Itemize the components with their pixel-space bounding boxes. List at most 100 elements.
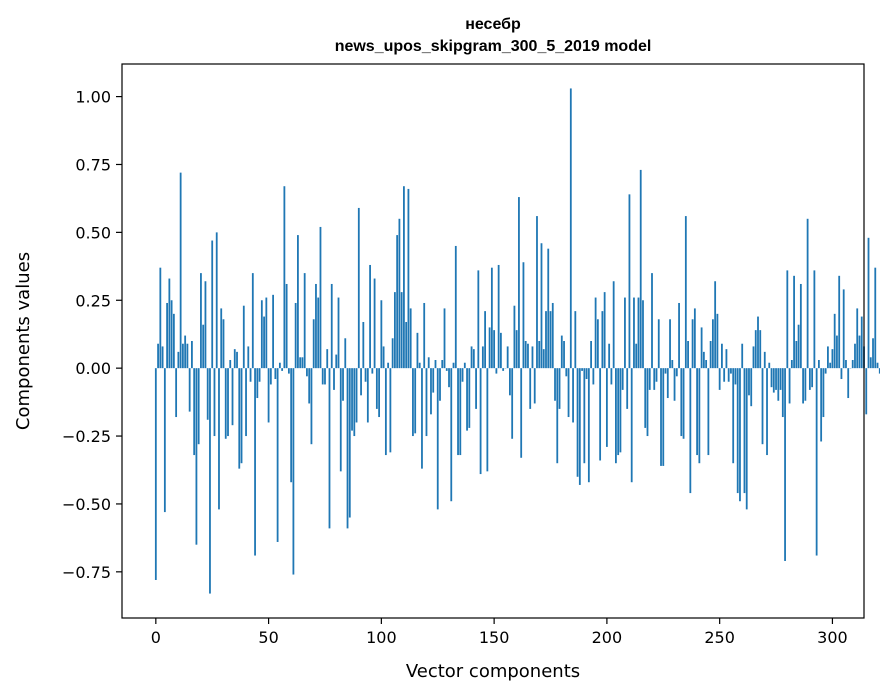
bar-68 <box>308 368 311 404</box>
bar-241 <box>698 368 701 464</box>
bar-39 <box>242 305 245 369</box>
y-tick-label: 0.75 <box>75 155 111 174</box>
bar-193 <box>590 341 592 369</box>
bar-125 <box>436 368 439 510</box>
bar-132 <box>452 362 455 369</box>
bar-221 <box>653 368 656 390</box>
bar-229 <box>671 360 674 369</box>
x-axis: 0 50 100 150 200 250 300 <box>151 618 848 647</box>
bar-104 <box>389 368 392 453</box>
bar-268 <box>759 330 762 369</box>
bar-73 <box>319 226 322 369</box>
bar-54 <box>276 368 279 542</box>
bar-283 <box>793 275 795 369</box>
bar-168 <box>533 368 536 404</box>
bar-162 <box>520 368 523 458</box>
bar-212 <box>633 297 635 369</box>
bar-303 <box>838 275 841 369</box>
bar-43 <box>251 273 254 369</box>
bar-79 <box>333 368 335 390</box>
bar-64 <box>299 357 302 369</box>
bar-101 <box>382 346 385 369</box>
bar-47 <box>260 300 263 369</box>
bar-82 <box>339 368 342 472</box>
bar-88 <box>353 368 356 437</box>
bar-106 <box>393 292 396 369</box>
bar-159 <box>513 305 516 369</box>
bar-13 <box>184 335 187 369</box>
bar-115 <box>414 368 417 434</box>
bar-171 <box>540 243 543 369</box>
bar-302 <box>836 335 838 369</box>
bar-156 <box>506 346 509 369</box>
bar-259 <box>739 368 741 502</box>
plot-area-frame <box>121 63 865 619</box>
bar-253 <box>725 349 728 369</box>
bar-130 <box>448 368 450 388</box>
bar-182 <box>565 368 568 377</box>
bar-206 <box>619 368 622 453</box>
bar-60 <box>290 368 293 483</box>
bar-86 <box>348 368 351 518</box>
bar-245 <box>707 368 710 456</box>
bar-227 <box>666 368 669 399</box>
bar-33 <box>229 360 232 369</box>
bar-110 <box>403 186 405 369</box>
bar-211 <box>630 368 633 483</box>
bar-307 <box>847 368 850 399</box>
bar-281 <box>788 368 791 404</box>
y-tick-label: 0.50 <box>75 223 111 242</box>
bar-312 <box>858 335 861 369</box>
bar-74 <box>321 368 324 385</box>
bar-207 <box>621 368 624 390</box>
bar-83 <box>342 368 344 401</box>
bar-275 <box>775 368 777 390</box>
bar-34 <box>231 368 234 426</box>
bar-129 <box>445 368 448 371</box>
bar-114 <box>412 368 414 437</box>
bar-177 <box>554 368 556 401</box>
bar-222 <box>655 368 658 382</box>
bar-276 <box>777 368 780 401</box>
bar-189 <box>581 368 583 371</box>
bar-26 <box>213 368 216 437</box>
x-tick-label: 0 <box>151 628 161 647</box>
bar-133 <box>454 245 457 369</box>
bar-294 <box>817 360 820 369</box>
bar-40 <box>245 368 247 437</box>
bar-72 <box>317 297 320 369</box>
bar-154 <box>502 368 505 371</box>
x-axis-label: Vector components <box>406 661 580 682</box>
bar-237 <box>689 368 692 494</box>
bar-84 <box>344 338 347 369</box>
bar-179 <box>558 368 561 409</box>
bar-71 <box>315 283 317 369</box>
bar-57 <box>283 186 286 369</box>
bar-23 <box>206 368 209 420</box>
bar-55 <box>278 362 281 369</box>
bar-277 <box>779 368 782 390</box>
bar-3 <box>161 346 164 369</box>
bar-300 <box>831 349 834 369</box>
bar-38 <box>240 368 243 464</box>
bar-169 <box>536 216 538 369</box>
bar-243 <box>702 351 705 369</box>
bar-261 <box>743 368 746 494</box>
bar-66 <box>303 273 306 369</box>
y-tick-label: 1.00 <box>75 88 111 107</box>
bar-172 <box>542 349 545 369</box>
bar-19 <box>197 368 200 445</box>
bar-315 <box>865 368 868 415</box>
bar-267 <box>757 316 759 369</box>
bar-183 <box>567 368 570 418</box>
bar-310 <box>854 343 856 369</box>
bar-194 <box>592 368 595 385</box>
bar-131 <box>450 368 453 502</box>
bar-235 <box>684 216 687 369</box>
bar-27 <box>215 232 218 369</box>
bar-318 <box>872 338 874 369</box>
bar-250 <box>718 368 721 390</box>
bar-142 <box>475 368 477 409</box>
bar-187 <box>576 368 579 477</box>
bar-9 <box>175 368 178 418</box>
